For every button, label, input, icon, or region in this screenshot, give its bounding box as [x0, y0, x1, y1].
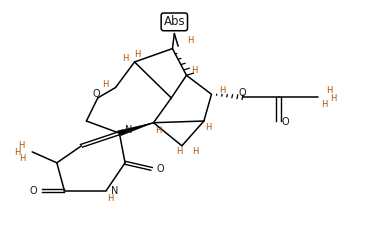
Text: O: O — [156, 164, 164, 174]
Text: N: N — [125, 125, 133, 135]
Text: O: O — [239, 88, 246, 98]
Text: H: H — [14, 148, 20, 157]
Text: H: H — [326, 86, 332, 95]
Text: O: O — [282, 116, 289, 127]
Text: H: H — [176, 147, 182, 156]
Text: H: H — [135, 50, 141, 59]
Text: H: H — [188, 35, 194, 45]
Text: H: H — [219, 86, 225, 95]
Text: H: H — [122, 54, 128, 63]
Text: O: O — [30, 186, 37, 196]
Text: H: H — [20, 154, 26, 163]
Text: H: H — [19, 141, 25, 150]
Text: H: H — [191, 66, 197, 75]
Text: H: H — [192, 147, 198, 156]
Text: H: H — [205, 122, 211, 132]
Text: Abs: Abs — [163, 15, 185, 28]
Text: H: H — [102, 80, 108, 89]
Text: H: H — [155, 125, 161, 135]
Text: H: H — [330, 94, 337, 103]
Text: O: O — [92, 89, 100, 99]
Polygon shape — [117, 123, 153, 136]
Text: N: N — [111, 186, 118, 196]
Text: H: H — [321, 100, 327, 109]
Text: H: H — [107, 193, 113, 203]
